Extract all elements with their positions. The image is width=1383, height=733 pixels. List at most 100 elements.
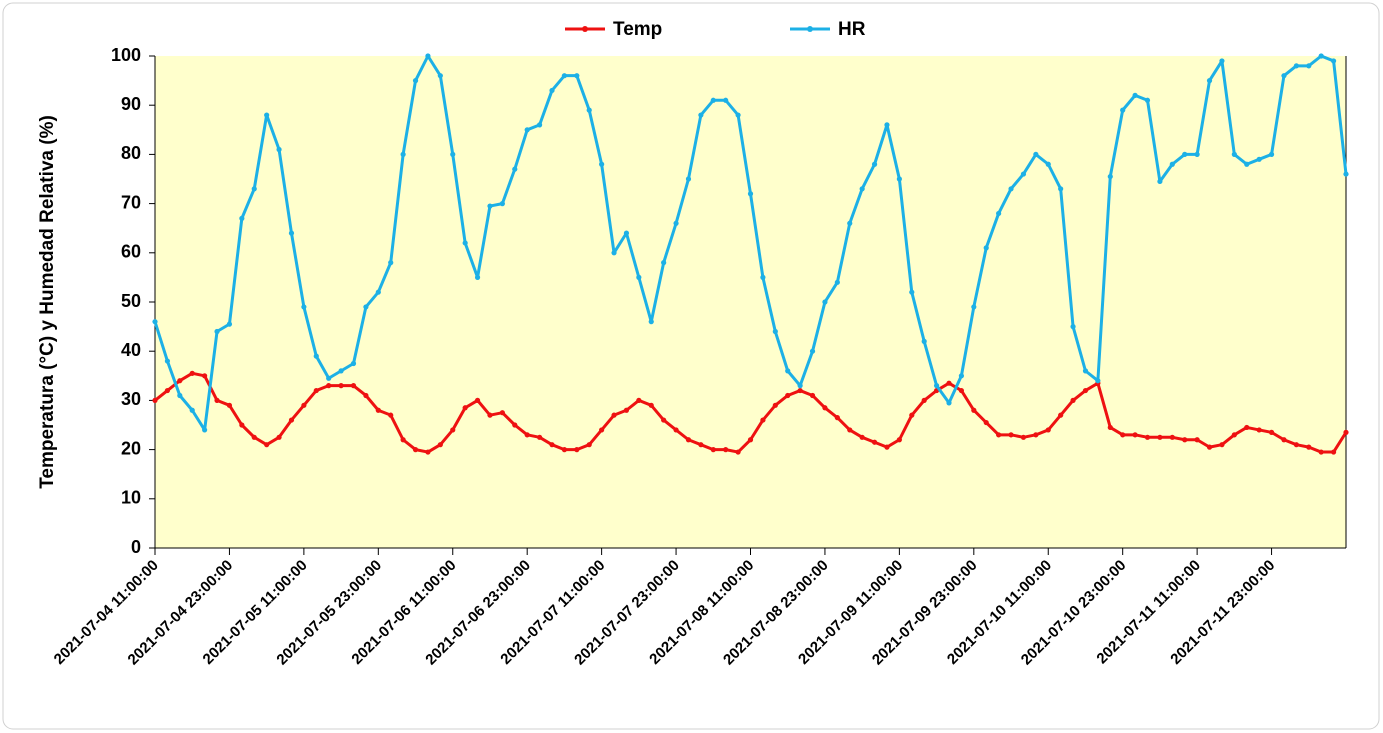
data-point <box>636 274 642 280</box>
data-point <box>623 407 630 413</box>
data-point <box>909 289 915 295</box>
data-point <box>871 439 878 445</box>
data-point <box>1107 424 1113 431</box>
data-point <box>1231 151 1237 157</box>
data-point <box>536 434 543 440</box>
data-point <box>971 304 977 310</box>
data-point <box>1144 97 1151 103</box>
data-point <box>152 319 158 325</box>
data-point <box>202 427 208 433</box>
data-point <box>1169 434 1175 440</box>
data-point <box>1120 107 1126 113</box>
y-tick-label: 0 <box>131 537 141 557</box>
data-point <box>487 203 493 209</box>
data-point <box>574 447 580 453</box>
data-point <box>363 304 369 310</box>
data-point <box>996 210 1002 217</box>
data-point <box>214 328 220 335</box>
data-point <box>896 176 902 182</box>
data-point <box>723 97 729 103</box>
data-point <box>710 447 716 453</box>
data-point <box>1306 444 1312 450</box>
data-point <box>338 383 344 389</box>
data-point <box>1058 186 1064 192</box>
data-point <box>1330 449 1337 455</box>
data-point <box>747 437 754 443</box>
legend-marker <box>807 26 813 32</box>
data-point <box>1058 412 1064 418</box>
data-point <box>313 353 319 359</box>
data-point <box>946 380 952 386</box>
data-point <box>896 437 902 443</box>
data-point <box>1281 73 1287 79</box>
y-axis-label: Temperatura (°C) y Humedad Relativa (%) <box>37 115 58 489</box>
data-point <box>363 392 369 399</box>
data-point <box>1194 437 1200 443</box>
data-point <box>760 417 766 423</box>
data-point <box>189 407 195 413</box>
data-point <box>1082 387 1089 394</box>
data-point <box>301 304 307 310</box>
data-point <box>586 442 592 448</box>
data-point <box>772 328 778 335</box>
data-point <box>388 260 394 266</box>
data-point <box>338 368 344 374</box>
data-point <box>1070 397 1076 403</box>
data-point <box>561 73 568 79</box>
data-point <box>350 360 357 367</box>
data-point <box>1020 434 1027 440</box>
data-point <box>202 373 208 379</box>
plot-area <box>155 56 1346 548</box>
data-point <box>1318 449 1324 455</box>
data-point <box>1033 432 1039 438</box>
data-point <box>909 412 915 418</box>
data-point <box>623 230 630 236</box>
data-point <box>1182 151 1188 157</box>
data-point <box>983 419 989 426</box>
data-point <box>152 397 158 403</box>
data-point <box>326 383 332 389</box>
data-point <box>785 392 791 399</box>
data-point <box>673 220 679 226</box>
y-tick-label: 50 <box>121 291 141 311</box>
data-point <box>723 447 729 453</box>
data-point <box>412 447 419 453</box>
data-point <box>1256 156 1262 162</box>
y-tick-label: 10 <box>121 488 141 508</box>
data-point <box>400 151 406 157</box>
data-point <box>1281 437 1287 443</box>
y-tick-label: 100 <box>111 45 141 65</box>
data-point <box>450 151 456 157</box>
data-point <box>1169 161 1175 167</box>
data-point <box>921 397 927 403</box>
data-point <box>735 449 741 455</box>
data-point <box>797 387 803 394</box>
data-point <box>871 161 878 167</box>
data-point <box>661 417 667 423</box>
data-point <box>499 201 505 207</box>
y-tick-label: 30 <box>121 389 141 409</box>
data-point <box>1033 151 1039 157</box>
data-point <box>375 289 381 295</box>
data-point <box>1268 151 1275 157</box>
data-point <box>760 274 766 280</box>
y-tick-label: 90 <box>121 94 141 114</box>
data-point <box>177 392 183 399</box>
data-point <box>1020 171 1027 177</box>
data-point <box>847 220 853 226</box>
data-point <box>822 405 828 411</box>
data-point <box>1219 58 1225 64</box>
data-point <box>1206 78 1213 84</box>
data-point <box>859 434 865 440</box>
y-tick-label: 60 <box>121 242 141 262</box>
data-point <box>437 73 443 79</box>
data-point <box>1343 171 1349 177</box>
data-point <box>1293 442 1299 448</box>
data-point <box>214 397 220 403</box>
data-point <box>1343 429 1349 435</box>
y-tick-label: 20 <box>121 438 141 458</box>
data-point <box>648 402 654 408</box>
data-point <box>698 442 704 448</box>
data-point <box>834 279 840 285</box>
